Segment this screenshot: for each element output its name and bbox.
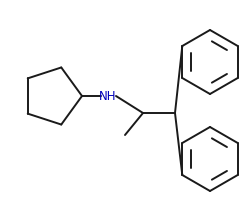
Text: NH: NH <box>99 89 117 103</box>
